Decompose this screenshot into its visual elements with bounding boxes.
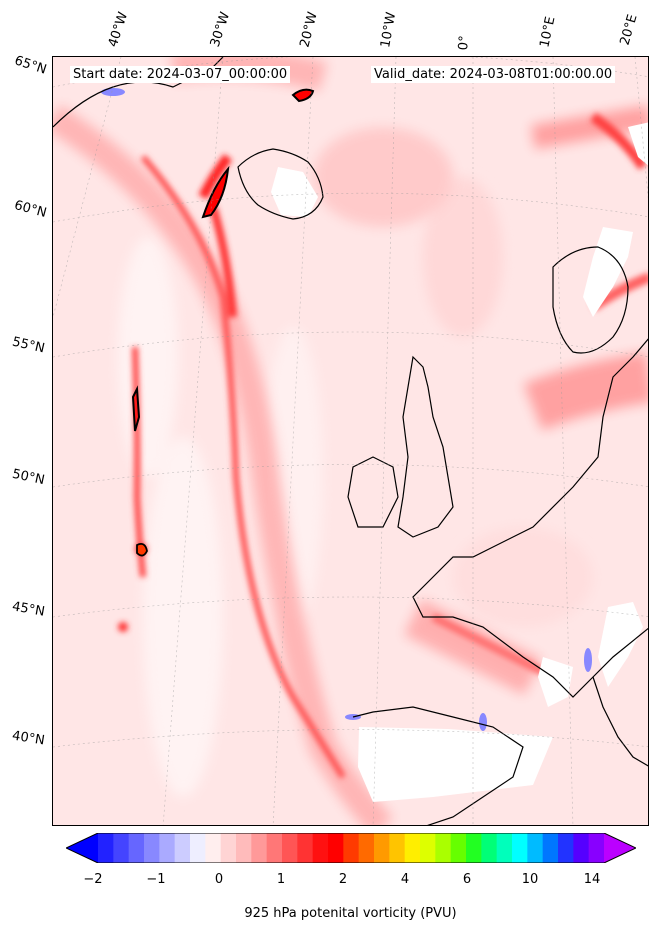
colorbar-tick: 0 — [214, 872, 224, 887]
colorbar-cell — [358, 833, 375, 863]
lon-label-0: 0° — [456, 34, 473, 51]
colorbar-tick: −2 — [83, 872, 103, 887]
start-date-label: Start date: 2024-03-07_00:00:00 — [70, 66, 291, 83]
colorbar-tick: −1 — [146, 872, 166, 887]
lat-label-65n: 65°N — [12, 53, 49, 78]
colorbar-cell — [420, 833, 436, 863]
colorbar-tick: 14 — [583, 872, 601, 887]
lat-label-45n: 45°N — [10, 599, 46, 620]
colorbar-extend-min — [66, 833, 98, 863]
colorbar-cell — [527, 833, 544, 863]
colorbar-cell — [190, 833, 206, 863]
lat-label-50n: 50°N — [10, 466, 46, 489]
colorbar-cell — [404, 833, 421, 863]
lat-label-60n: 60°N — [12, 198, 49, 221]
lon-label-20e: 20°E — [617, 12, 641, 47]
lat-label-40n: 40°N — [11, 728, 46, 749]
colorbar-cell — [466, 833, 482, 863]
colorbar-cell — [174, 833, 191, 863]
valid-date-label: Valid_date: 2024-03-08T01:00:00.00 — [371, 66, 616, 83]
colorbar-cell — [205, 833, 222, 863]
colorbar-cell — [496, 833, 513, 863]
colorbar-cell — [588, 833, 605, 863]
colorbar-cell — [113, 833, 130, 863]
colorbar-cell — [159, 833, 176, 863]
colorbar-cell — [481, 833, 498, 863]
colorbar-tick: 6 — [462, 872, 472, 887]
colorbar-cell — [374, 833, 390, 863]
colorbar-cell — [343, 833, 360, 863]
lon-label-20w: 20°W — [297, 10, 321, 49]
colorbar-cell — [450, 833, 467, 863]
colorbar-cell — [297, 833, 314, 863]
colorbar-cell — [328, 833, 344, 863]
colorbar-tick: 1 — [276, 872, 286, 887]
colorbar-cell — [312, 833, 329, 863]
colorbar-cell — [220, 833, 237, 863]
lon-label-30w: 30°W — [207, 10, 234, 49]
colorbar-cell — [128, 833, 145, 863]
colorbar-cell — [558, 833, 574, 863]
colorbar-cell — [435, 833, 452, 863]
colorbar-cell — [282, 833, 298, 863]
colorbar-tick: 2 — [338, 872, 348, 887]
colorbar-cell — [98, 833, 114, 863]
pv-map — [52, 56, 649, 826]
colorbar-cell — [266, 833, 283, 863]
colorbar-tick: 4 — [400, 872, 410, 887]
colorbar-title: 925 hPa potenital vorticity (PVU) — [244, 906, 457, 921]
lat-label-55n: 55°N — [10, 334, 47, 357]
colorbar — [66, 833, 636, 863]
colorbar-extend-max — [604, 833, 636, 863]
lon-label-10w: 10°W — [378, 11, 400, 50]
lon-label-10e: 10°E — [537, 15, 559, 50]
colorbar-cell — [236, 833, 252, 863]
colorbar-cell — [144, 833, 160, 863]
pv-contour-field — [53, 57, 648, 825]
colorbar-cell — [573, 833, 590, 863]
colorbar-cell — [389, 833, 406, 863]
colorbar-tick: 10 — [521, 872, 539, 887]
colorbar-cell — [542, 833, 559, 863]
lon-label-40w: 40°W — [105, 10, 132, 49]
colorbar-cell — [251, 833, 268, 863]
colorbar-cell — [512, 833, 528, 863]
